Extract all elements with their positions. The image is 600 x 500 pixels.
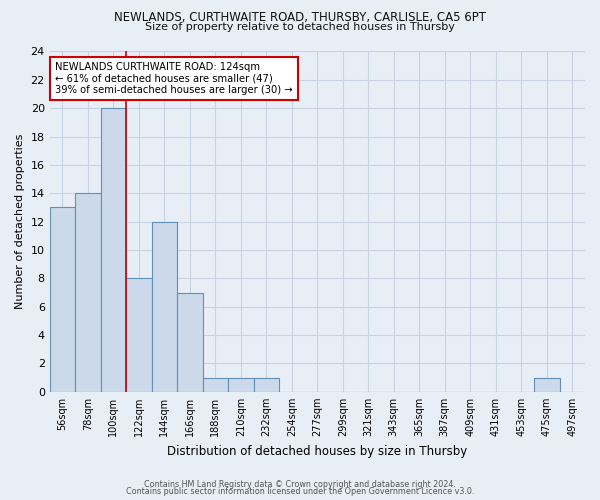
Bar [203, 378, 228, 392]
Bar [152, 222, 177, 392]
Bar [126, 278, 152, 392]
Bar [534, 378, 560, 392]
Text: NEWLANDS CURTHWAITE ROAD: 124sqm
← 61% of detached houses are smaller (47)
39% o: NEWLANDS CURTHWAITE ROAD: 124sqm ← 61% o… [55, 62, 293, 95]
Bar [228, 378, 254, 392]
Text: Size of property relative to detached houses in Thursby: Size of property relative to detached ho… [145, 22, 455, 32]
Bar [101, 108, 126, 392]
Bar [177, 292, 203, 392]
Bar [254, 378, 279, 392]
Text: Contains HM Land Registry data © Crown copyright and database right 2024.: Contains HM Land Registry data © Crown c… [144, 480, 456, 489]
Bar [75, 194, 101, 392]
Y-axis label: Number of detached properties: Number of detached properties [15, 134, 25, 310]
Bar [50, 208, 75, 392]
Text: Contains public sector information licensed under the Open Government Licence v3: Contains public sector information licen… [126, 488, 474, 496]
Text: NEWLANDS, CURTHWAITE ROAD, THURSBY, CARLISLE, CA5 6PT: NEWLANDS, CURTHWAITE ROAD, THURSBY, CARL… [114, 11, 486, 24]
X-axis label: Distribution of detached houses by size in Thursby: Distribution of detached houses by size … [167, 444, 467, 458]
